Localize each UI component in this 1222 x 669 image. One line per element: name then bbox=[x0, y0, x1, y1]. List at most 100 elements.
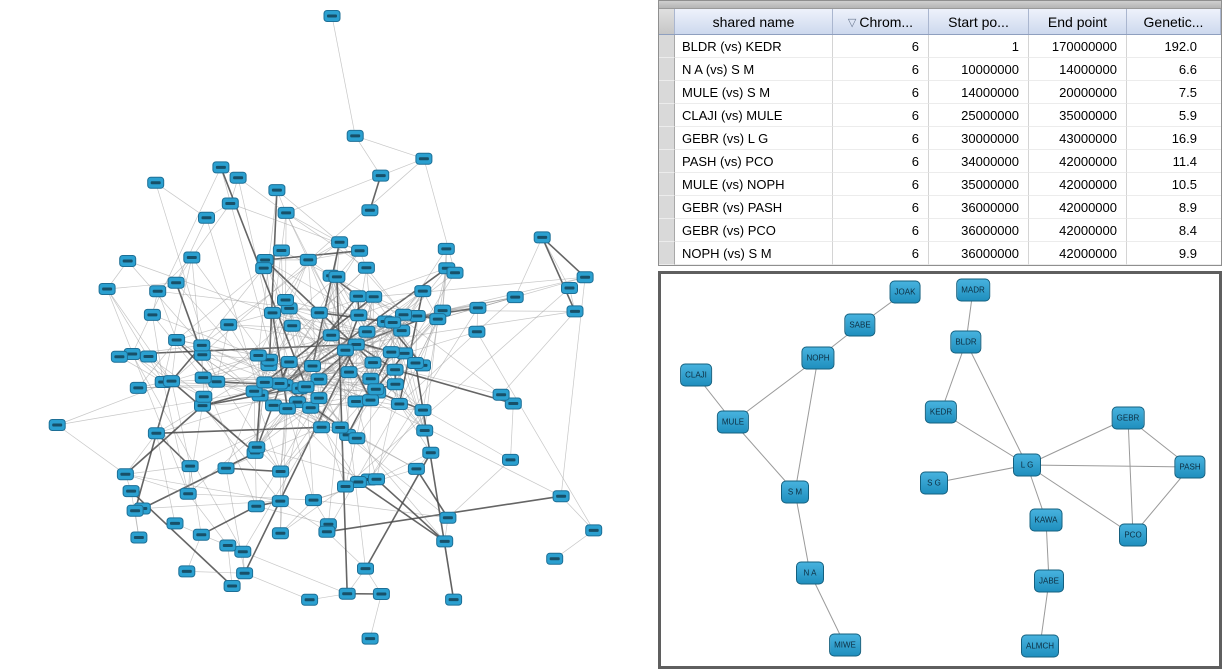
table-cell-name[interactable]: BLDR (vs) KEDR bbox=[675, 35, 833, 58]
network-node[interactable] bbox=[469, 301, 487, 314]
table-cell-name[interactable]: GEBR (vs) PASH bbox=[675, 196, 833, 219]
network-node[interactable] bbox=[126, 504, 144, 517]
network-node[interactable] bbox=[194, 399, 211, 412]
network-node[interactable] bbox=[468, 325, 486, 338]
network-node[interactable] bbox=[301, 593, 319, 606]
table-cell-end[interactable]: 170000000 bbox=[1029, 35, 1127, 58]
table-cell-chrom[interactable]: 6 bbox=[833, 219, 929, 242]
network-node[interactable] bbox=[349, 290, 367, 303]
network-node[interactable] bbox=[221, 197, 239, 210]
table-cell-chrom[interactable]: 6 bbox=[833, 81, 929, 104]
network-node[interactable] bbox=[415, 152, 433, 165]
network-node[interactable] bbox=[223, 580, 241, 592]
network-node[interactable] bbox=[437, 242, 455, 255]
column-header-end[interactable]: End point bbox=[1029, 9, 1127, 34]
network-node[interactable] bbox=[323, 10, 341, 22]
table-cell-genetic[interactable]: 8.4 bbox=[1127, 219, 1221, 242]
network-node[interactable] bbox=[407, 462, 425, 475]
network-node[interactable] bbox=[280, 356, 298, 368]
table-cell-start[interactable]: 25000000 bbox=[929, 104, 1029, 127]
network-node-sg[interactable]: S G bbox=[920, 471, 948, 495]
network-node[interactable] bbox=[407, 357, 424, 369]
network-node[interactable] bbox=[193, 339, 211, 352]
table-cell-name[interactable]: MULE (vs) NOPH bbox=[675, 173, 833, 196]
network-node-gebr[interactable]: GEBR bbox=[1111, 406, 1145, 430]
network-node-sm[interactable]: S M bbox=[781, 480, 809, 504]
table-cell-genetic[interactable]: 16.9 bbox=[1127, 127, 1221, 150]
network-node[interactable] bbox=[361, 204, 379, 217]
network-node[interactable] bbox=[533, 231, 551, 244]
network-node[interactable] bbox=[566, 305, 584, 318]
network-node[interactable] bbox=[346, 129, 364, 142]
network-node-miwe[interactable]: MIWE bbox=[829, 633, 861, 657]
network-node[interactable] bbox=[561, 282, 578, 294]
network-node[interactable] bbox=[386, 363, 404, 376]
table-cell-name[interactable]: PASH (vs) PCO bbox=[675, 150, 833, 173]
network-node-pash[interactable]: PASH bbox=[1174, 455, 1206, 479]
table-row[interactable]: N A (vs) S M 6 10000000 14000000 6.6 bbox=[659, 58, 1221, 81]
table-cell-genetic[interactable]: 5.9 bbox=[1127, 104, 1221, 127]
network-node[interactable] bbox=[386, 378, 404, 391]
network-node[interactable] bbox=[322, 329, 340, 342]
network-node[interactable] bbox=[130, 531, 148, 544]
table-cell-chrom[interactable]: 6 bbox=[833, 127, 929, 150]
network-node[interactable] bbox=[129, 381, 147, 394]
network-node-joak[interactable]: JOAK bbox=[889, 280, 921, 304]
network-node[interactable] bbox=[305, 494, 322, 507]
network-node[interactable] bbox=[504, 397, 522, 410]
network-node[interactable] bbox=[351, 244, 369, 257]
network-node[interactable] bbox=[361, 632, 379, 645]
network-node[interactable] bbox=[179, 487, 197, 500]
network-node[interactable] bbox=[506, 291, 524, 304]
network-node-noph[interactable]: NOPH bbox=[801, 346, 835, 370]
table-cell-chrom[interactable]: 6 bbox=[833, 58, 929, 81]
network-node[interactable] bbox=[271, 495, 289, 508]
table-row[interactable]: GEBR (vs) L G 6 30000000 43000000 16.9 bbox=[659, 127, 1221, 150]
network-node[interactable] bbox=[245, 385, 263, 398]
table-cell-genetic[interactable]: 8.9 bbox=[1127, 196, 1221, 219]
network-node[interactable] bbox=[110, 350, 128, 363]
network-node[interactable] bbox=[446, 266, 464, 279]
network-node[interactable] bbox=[304, 360, 321, 372]
table-row[interactable]: MULE (vs) S M 6 14000000 20000000 7.5 bbox=[659, 81, 1221, 104]
table-cell-name[interactable]: MULE (vs) S M bbox=[675, 81, 833, 104]
network-node[interactable] bbox=[390, 398, 408, 410]
table-cell-chrom[interactable]: 6 bbox=[833, 242, 929, 265]
network-node[interactable] bbox=[194, 371, 212, 384]
network-node[interactable] bbox=[310, 373, 328, 386]
table-cell-end[interactable]: 42000000 bbox=[1029, 219, 1127, 242]
network-node[interactable] bbox=[372, 588, 390, 600]
network-node-sabe[interactable]: SABE bbox=[844, 313, 876, 337]
network-node[interactable] bbox=[337, 480, 354, 493]
network-node-pco[interactable]: PCO bbox=[1119, 523, 1147, 547]
network-node[interactable] bbox=[436, 535, 454, 548]
network-node-jabe[interactable]: JABE bbox=[1033, 569, 1065, 593]
table-cell-chrom[interactable]: 6 bbox=[833, 196, 929, 219]
table-cell-start[interactable]: 30000000 bbox=[929, 127, 1029, 150]
table-cell-end[interactable]: 42000000 bbox=[1029, 196, 1127, 219]
network-node[interactable] bbox=[48, 419, 66, 431]
table-cell-genetic[interactable]: 192.0 bbox=[1127, 35, 1221, 58]
network-node[interactable] bbox=[283, 319, 301, 332]
network-node[interactable] bbox=[350, 309, 368, 322]
network-node[interactable] bbox=[116, 468, 134, 481]
network-node[interactable] bbox=[234, 545, 252, 558]
network-node-madr[interactable]: MADR bbox=[956, 278, 990, 302]
table-row[interactable]: MULE (vs) NOPH 6 35000000 42000000 10.5 bbox=[659, 173, 1221, 196]
network-node[interactable] bbox=[147, 427, 165, 440]
table-cell-genetic[interactable]: 10.5 bbox=[1127, 173, 1221, 196]
network-node[interactable] bbox=[340, 366, 358, 379]
network-node[interactable] bbox=[422, 446, 440, 459]
network-node[interactable] bbox=[552, 490, 570, 503]
network-node[interactable] bbox=[236, 567, 254, 580]
table-cell-end[interactable]: 20000000 bbox=[1029, 81, 1127, 104]
network-node[interactable] bbox=[310, 392, 328, 405]
table-cell-end[interactable]: 42000000 bbox=[1029, 173, 1127, 196]
table-cell-chrom[interactable]: 6 bbox=[833, 173, 929, 196]
column-header-name[interactable]: shared name bbox=[675, 9, 833, 34]
table-cell-chrom[interactable]: 6 bbox=[833, 150, 929, 173]
network-node[interactable] bbox=[193, 348, 211, 361]
network-node[interactable] bbox=[372, 169, 390, 182]
table-row[interactable]: CLAJI (vs) MULE 6 25000000 35000000 5.9 bbox=[659, 104, 1221, 127]
network-node[interactable] bbox=[338, 587, 356, 600]
